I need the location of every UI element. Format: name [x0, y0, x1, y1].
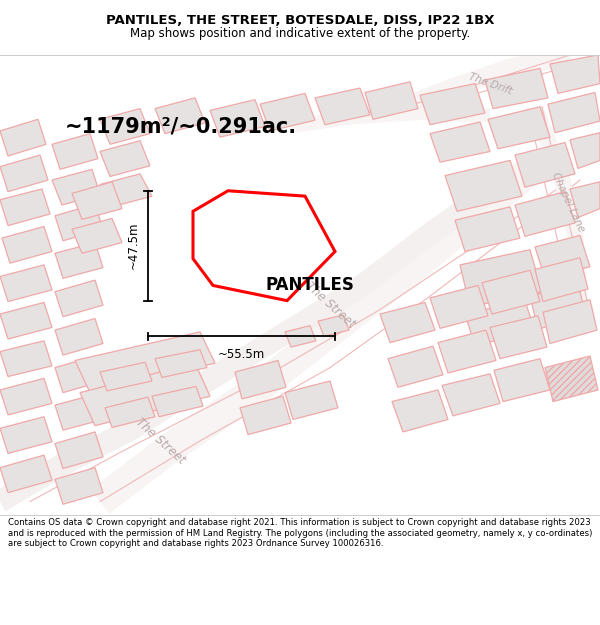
Polygon shape — [388, 346, 443, 388]
Polygon shape — [100, 109, 150, 144]
Polygon shape — [0, 417, 52, 453]
Polygon shape — [235, 361, 286, 399]
Text: The Drift: The Drift — [467, 71, 513, 96]
Polygon shape — [482, 270, 540, 314]
Polygon shape — [490, 316, 547, 359]
Polygon shape — [155, 98, 205, 134]
Polygon shape — [515, 192, 575, 236]
Polygon shape — [0, 455, 52, 493]
Polygon shape — [365, 82, 418, 119]
Polygon shape — [318, 315, 349, 336]
Text: Chapel Lane: Chapel Lane — [550, 171, 586, 234]
Text: Map shows position and indicative extent of the property.: Map shows position and indicative extent… — [130, 27, 470, 39]
Text: The Street: The Street — [303, 279, 357, 331]
Polygon shape — [315, 88, 370, 124]
Polygon shape — [0, 265, 52, 301]
Polygon shape — [240, 396, 291, 434]
Polygon shape — [55, 468, 103, 504]
Polygon shape — [260, 93, 315, 131]
Polygon shape — [465, 301, 535, 345]
Polygon shape — [193, 191, 335, 301]
Polygon shape — [570, 182, 600, 218]
Polygon shape — [100, 141, 150, 176]
Polygon shape — [80, 363, 210, 426]
Polygon shape — [285, 381, 338, 419]
Polygon shape — [55, 319, 103, 355]
Polygon shape — [52, 134, 98, 169]
Polygon shape — [55, 242, 103, 278]
Polygon shape — [392, 390, 448, 432]
Polygon shape — [485, 68, 548, 109]
Polygon shape — [530, 284, 586, 329]
Polygon shape — [442, 374, 500, 416]
Polygon shape — [548, 92, 600, 132]
Polygon shape — [2, 226, 52, 263]
Polygon shape — [430, 122, 490, 162]
Polygon shape — [72, 182, 122, 219]
Text: ~55.5m: ~55.5m — [218, 348, 265, 361]
Polygon shape — [488, 107, 550, 149]
Polygon shape — [0, 302, 52, 339]
Text: ~47.5m: ~47.5m — [127, 222, 140, 269]
Text: ~1179m²/~0.291ac.: ~1179m²/~0.291ac. — [65, 116, 297, 136]
Polygon shape — [570, 132, 600, 168]
Polygon shape — [0, 341, 52, 376]
Polygon shape — [55, 356, 103, 392]
Text: PANTILES, THE STREET, BOTESDALE, DISS, IP22 1BX: PANTILES, THE STREET, BOTESDALE, DISS, I… — [106, 14, 494, 27]
Polygon shape — [75, 332, 215, 392]
Polygon shape — [460, 250, 542, 307]
Text: The Street: The Street — [133, 416, 187, 466]
Polygon shape — [55, 394, 103, 430]
Polygon shape — [52, 169, 100, 205]
Polygon shape — [0, 119, 46, 156]
Polygon shape — [100, 362, 152, 391]
Polygon shape — [155, 350, 207, 378]
Polygon shape — [100, 174, 152, 207]
Polygon shape — [0, 378, 52, 415]
Polygon shape — [515, 142, 575, 188]
Polygon shape — [210, 99, 265, 137]
Text: Contains OS data © Crown copyright and database right 2021. This information is : Contains OS data © Crown copyright and d… — [8, 518, 592, 548]
Polygon shape — [55, 432, 103, 469]
Polygon shape — [105, 397, 155, 428]
Polygon shape — [545, 356, 598, 402]
Polygon shape — [550, 55, 600, 93]
Polygon shape — [152, 386, 203, 417]
Polygon shape — [380, 302, 435, 343]
Polygon shape — [494, 359, 550, 402]
Polygon shape — [535, 258, 588, 301]
Polygon shape — [543, 300, 597, 344]
Polygon shape — [0, 189, 50, 226]
Polygon shape — [455, 207, 520, 251]
Polygon shape — [55, 204, 103, 241]
Polygon shape — [535, 236, 590, 278]
Polygon shape — [55, 280, 103, 317]
Polygon shape — [0, 155, 48, 192]
Polygon shape — [430, 286, 488, 328]
Polygon shape — [445, 161, 522, 211]
Text: PANTILES: PANTILES — [266, 276, 355, 294]
Polygon shape — [72, 219, 122, 253]
Polygon shape — [438, 330, 496, 373]
Polygon shape — [420, 84, 485, 124]
Polygon shape — [285, 326, 316, 347]
